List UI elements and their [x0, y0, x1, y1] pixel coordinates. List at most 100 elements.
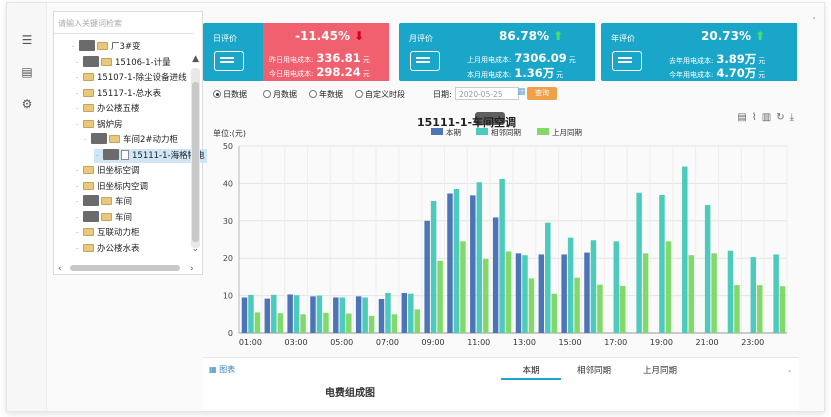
tree-node-label: 15111-1-海格特电	[132, 150, 205, 161]
bar-相邻同期	[567, 237, 574, 333]
tree-node-label: 办公楼五楼	[97, 104, 140, 114]
x-tick-label: 19:00	[650, 338, 673, 347]
tree-node-label: 15107-1-除尘设备进线	[97, 73, 187, 83]
bar-本期	[355, 296, 362, 333]
x-tick-label: 03:00	[285, 338, 308, 347]
folder-icon	[101, 197, 112, 205]
download-icon[interactable]: ⤓	[789, 112, 799, 123]
bar-上月同期	[688, 255, 695, 333]
document-icon[interactable]: ▤	[737, 112, 752, 123]
chart-svg: 单位:(元) 0 10 20 30 40 50 01:00 03:00 05:00 07:00 09:…	[213, 112, 788, 347]
calendar-icon[interactable]: ▦	[517, 87, 526, 97]
radio-button[interactable]	[309, 90, 317, 98]
tree-node-label: 车间2#动力柜	[123, 135, 179, 145]
radio-button[interactable]	[355, 90, 363, 98]
bar-相邻同期	[248, 294, 254, 333]
radio-yearly[interactable]: 年数据	[309, 89, 343, 100]
wallet-icon	[410, 51, 440, 71]
line-chart-icon[interactable]: ⌇	[751, 112, 762, 123]
gear-icon[interactable]: ⚙	[21, 97, 33, 111]
tree-search-input[interactable]: 请输入关键词检索	[54, 12, 194, 34]
tree-node[interactable]: · 车间	[76, 210, 132, 225]
tree-node[interactable]: · 车间2#动力柜	[84, 133, 178, 147]
date-label: 日期:	[433, 90, 452, 99]
bar-相邻同期	[408, 293, 414, 333]
tree-node[interactable]: · 旧坐标空调	[76, 164, 140, 178]
kpi-body: 20.73% ⬆ 去年用电成本: 3.89万元 今年用电成本: 4.70万元	[661, 23, 797, 81]
tree-node[interactable]: · 旧坐标内空调	[76, 180, 148, 194]
tree-node[interactable]: · 15107-1-除尘设备进线	[76, 71, 187, 85]
tree-connector: ·	[76, 105, 79, 113]
radio-custom[interactable]: 自定义时段	[355, 89, 405, 100]
tree-node[interactable]: · 15111-1-海格特电	[94, 148, 207, 163]
kpi-percent: 20.73% ⬆	[701, 29, 766, 43]
legend-label: 本期	[446, 127, 461, 137]
radio-monthly[interactable]: 月数据	[263, 89, 297, 100]
tree-vertical-scroll-thumb[interactable]	[192, 82, 199, 242]
bottom-panel: ▦ 图表 本期 相邻同期 上月同期 电费组成图 ˄	[203, 357, 799, 411]
tree-node[interactable]: · 办公楼五楼	[76, 102, 140, 116]
radio-button[interactable]	[263, 90, 271, 98]
arrow-up-icon: ⬆	[755, 29, 766, 43]
bar-上月同期	[254, 312, 261, 333]
chevron-up-icon[interactable]: ˄	[788, 370, 792, 378]
scroll-up-icon[interactable]: ▲	[192, 54, 199, 64]
chart-title: 15111-1-车间空调	[417, 116, 517, 129]
bar-相邻同期	[659, 194, 665, 333]
kpi-row: 去年用电成本: 3.89万元	[669, 52, 766, 66]
bar-上月同期	[391, 314, 398, 333]
device-tree: 请输入关键词检索 · 厂3#变 · 15106-1-计量 · 15107-1-除尘设备进线…	[53, 11, 207, 275]
bar-上月同期	[346, 313, 352, 333]
x-tick-label: 21:00	[696, 338, 719, 347]
tree-node[interactable]: · 厂3#变	[72, 40, 141, 54]
tree-node-label: 互联动力柜	[97, 228, 140, 238]
scroll-right-icon[interactable]: ›	[190, 264, 194, 274]
tree-connector: ·	[76, 198, 79, 206]
redaction-mask	[83, 195, 99, 206]
tree-connector: ·	[76, 58, 79, 67]
tree-node[interactable]: · 15117-1-总水表	[76, 87, 161, 101]
radio-daily[interactable]: 日数据	[213, 89, 247, 100]
document-icon[interactable]: ▤	[21, 65, 33, 79]
scroll-up-icon[interactable]: ˄	[812, 17, 817, 25]
tree-connector: ·	[76, 244, 79, 253]
bar-相邻同期	[522, 255, 528, 333]
tree-node[interactable]: · 锅炉房	[76, 118, 123, 132]
bar-上月同期	[642, 253, 649, 333]
chevron-down-icon[interactable]: ⌄	[191, 244, 199, 254]
kpi-percent: -11.45% ⬇	[295, 29, 365, 43]
bar-相邻同期	[476, 182, 483, 333]
bar-相邻同期	[339, 297, 346, 333]
bar-上月同期	[368, 315, 375, 333]
redaction-mask	[103, 148, 119, 160]
bar-上月同期	[597, 284, 603, 333]
tree-node[interactable]: · 办公楼水表	[76, 242, 140, 256]
scroll-left-icon[interactable]: ‹	[58, 264, 62, 274]
refresh-icon[interactable]: ↻	[776, 112, 790, 123]
tab-adjacent[interactable]: 相邻同期	[576, 366, 611, 376]
tab-last-month[interactable]: 上月同期	[642, 366, 677, 376]
x-tick-label: 17:00	[604, 338, 627, 347]
tree-node[interactable]: · 车间	[76, 195, 132, 209]
kpi-card-left: 月评价	[399, 23, 457, 81]
tree-node[interactable]: · 15106-1-计量	[76, 55, 171, 70]
radio-button[interactable]	[213, 90, 221, 98]
tree-horizontal-scroll-thumb[interactable]	[70, 265, 180, 271]
chart-toolbar: ▤⌇▥↻⤓	[737, 112, 799, 123]
tab-current[interactable]: 本期	[501, 362, 561, 380]
bar-chart-icon[interactable]: ▥	[761, 112, 777, 123]
wallet-icon	[214, 51, 244, 71]
redaction-mask	[79, 40, 95, 51]
tree-node[interactable]: · 互联动力柜	[76, 226, 140, 240]
date-input[interactable]: 2020-05-25	[455, 87, 519, 100]
bottom-panel-label: ▦ 图表	[209, 365, 236, 374]
query-button[interactable]: 查询	[527, 87, 557, 100]
list-icon[interactable]: ☰	[21, 33, 33, 47]
x-tick-label: 09:00	[422, 338, 445, 347]
y-tick-label: 10	[223, 292, 233, 301]
bar-本期	[401, 292, 408, 333]
x-tick-label: 07:00	[376, 338, 399, 347]
bar-相邻同期	[613, 241, 620, 333]
tree-node-label: 旧坐标内空调	[97, 181, 149, 192]
folder-icon	[97, 42, 108, 50]
